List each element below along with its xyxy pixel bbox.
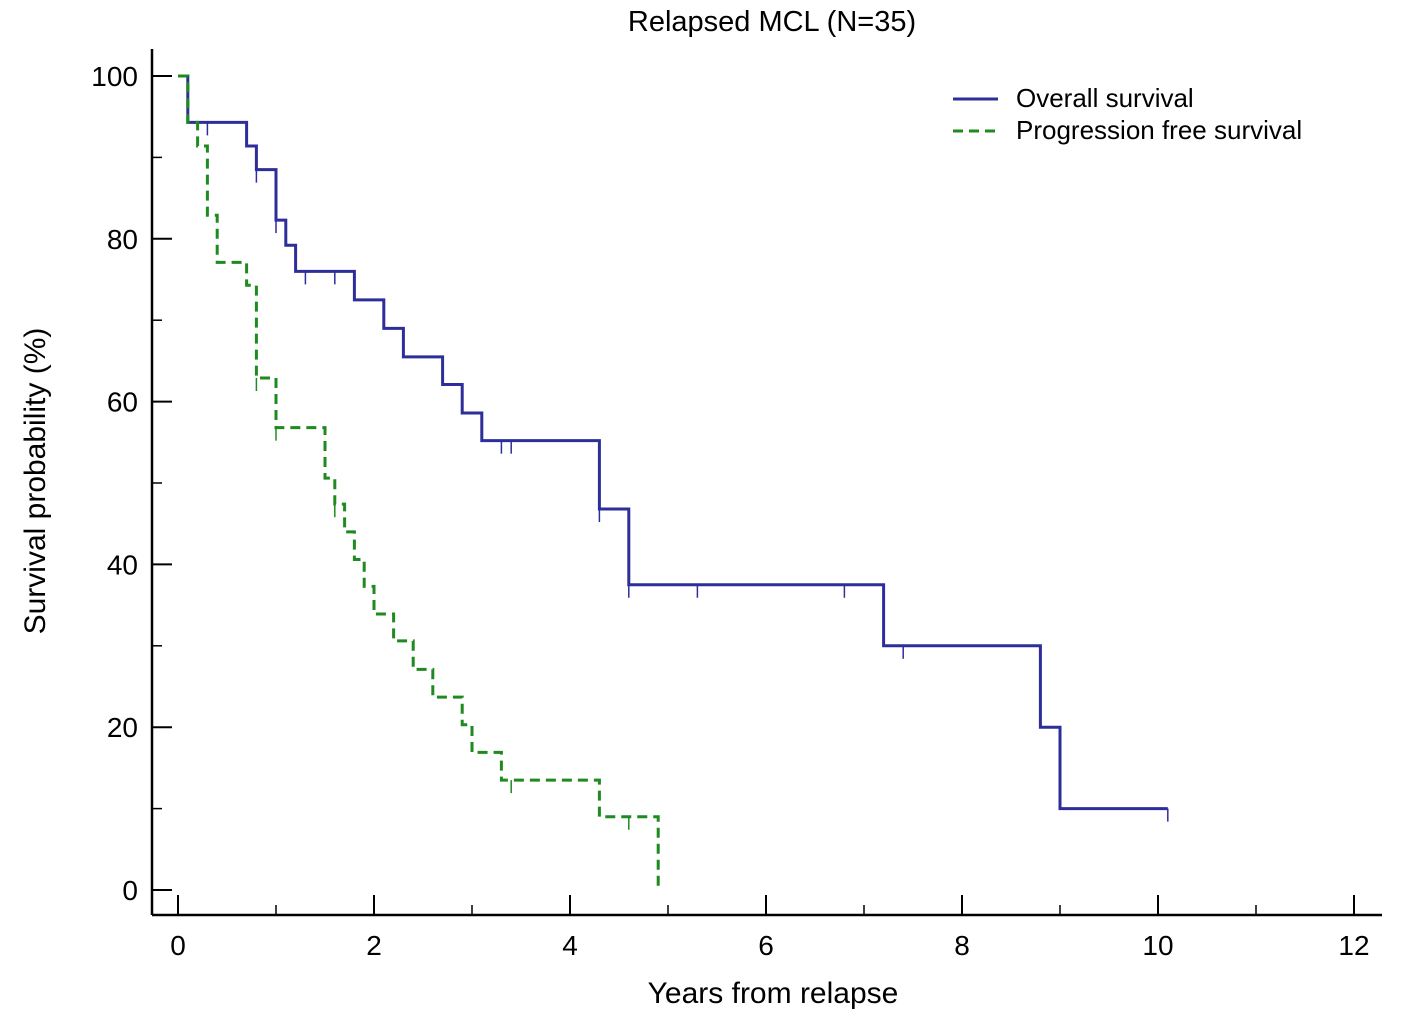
series-line-progression-free-survival [178, 74, 660, 890]
x-tick-label-4: 4 [562, 930, 578, 961]
y-tick-label-20: 20 [107, 712, 138, 743]
x-tick-label-6: 6 [758, 930, 774, 961]
legend-label-progression-free-survival: Progression free survival [1016, 115, 1302, 145]
x-tick-label-12: 12 [1338, 930, 1369, 961]
y-tick-label-0: 0 [122, 875, 138, 906]
x-tick-label-8: 8 [954, 930, 970, 961]
series-line-overall-survival [178, 74, 1168, 811]
x-tick-label-10: 10 [1142, 930, 1173, 961]
ticks: 0 2 4 6 8 10 12 0 20 40 60 80 100 [91, 61, 1369, 961]
legend-label-overall-survival: Overall survival [1016, 83, 1194, 113]
y-tick-label-40: 40 [107, 549, 138, 580]
y-tick-label-80: 80 [107, 224, 138, 255]
chart-title: Relapsed MCL (N=35) [628, 6, 916, 38]
x-tick-label-2: 2 [366, 930, 382, 961]
y-tick-label-60: 60 [107, 387, 138, 418]
series-layer [178, 74, 1169, 890]
x-axis-label: Years from relapse [648, 977, 899, 1010]
axes [150, 49, 1382, 917]
legend: Overall survival Progression free surviv… [953, 83, 1302, 145]
y-axis-label: Survival probability (%) [19, 328, 52, 635]
y-tick-label-100: 100 [91, 61, 138, 92]
x-tick-label-0: 0 [170, 930, 186, 961]
